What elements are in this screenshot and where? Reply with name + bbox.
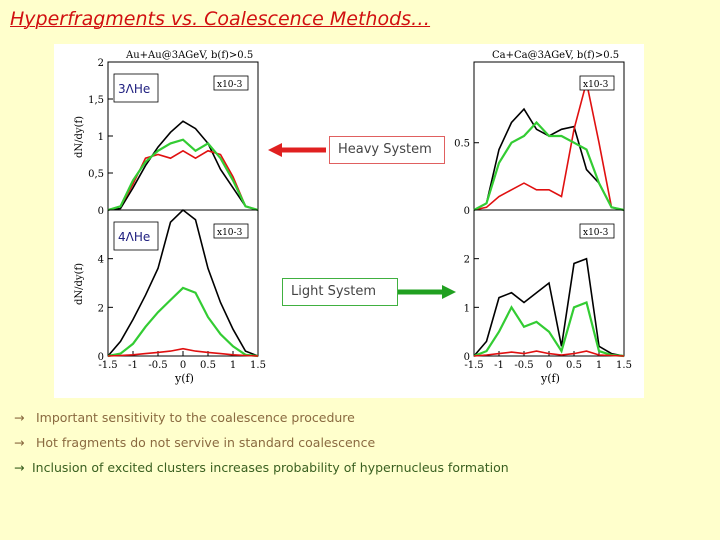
series-line-black [107,120,259,211]
slide-title: Hyperfragments vs. Coalescence Methods… [10,8,431,30]
series-line-red [473,350,625,357]
x-tick-label: 1 [596,360,602,371]
heavy-system-callout: Heavy System [329,136,445,164]
y-tick-label: 1,5 [88,95,104,106]
x-tick-label: 0 [546,360,552,371]
series-line-green [107,286,259,358]
bullet-text: Important sensitivity to the coalescence… [32,410,355,425]
light-system-callout: Light System [282,278,398,306]
series-line-red [107,347,259,357]
species-label: 3ΛHe [118,82,150,96]
y-tick-label: 4 [98,255,104,266]
series-line-green [473,301,625,358]
x-tick-label: 1 [230,360,236,371]
panel-label: Au+Au@3AGeV, b(f)>0.5 [125,50,253,61]
scale-box [213,75,249,91]
x-tick-label: 0 [180,360,186,371]
y-tick-label: 2 [98,58,104,69]
bullet-item: → Hot fragments do not servive in standa… [14,433,704,458]
chart-panel-1: 0 0,5 1 1,5 2 x10-3 3ΛHe Au+Au@3AGeV, b(f)>0.5 d… [74,50,259,217]
y-tick-label: 0 [98,352,104,363]
figure-panel: 0 0,5 1 1,5 2 x10-3 3ΛHe Au+Au@3AGeV, b(f)>0.5 d… [54,44,644,398]
y-tick-label: 2 [98,303,104,314]
y-axis-label: dN/dy(f) [74,263,85,305]
y-tick-label: 0 [464,206,470,217]
y-tick-label: 0 [98,206,104,217]
y-tick-label: 0.5 [454,139,470,150]
scale-label: x10-3 [583,228,609,238]
bullet-item: → Important sensitivity to the coalescen… [14,408,704,433]
arrow-icon: → [14,460,25,475]
y-tick-label: 2 [464,255,470,266]
x-tick-label: 0.5 [200,360,216,371]
arrow-icon: → [14,435,25,450]
x-tick-label: -1 [494,360,504,371]
species-box [113,221,159,251]
scale-label: x10-3 [217,80,243,90]
chart-panel-2: 0 2 4 -1.5 -1 -0.5 0 0.5 1 1.5 x10-3 4ΛHe dN/dy(f) y(… [74,208,266,385]
series-line-red [107,149,259,211]
x-tick-label: -0.5 [148,360,167,371]
x-tick-label: 1.5 [616,360,632,371]
y-tick-label: 0,5 [88,169,104,180]
y-tick-label: 1 [464,303,470,314]
x-axis-label: y(f) [540,372,560,385]
scale-box [579,223,615,239]
species-box [113,73,159,103]
y-tick-label: 1 [98,132,104,143]
panel-label: Ca+Ca@3AGeV, b(f)>0.5 [492,50,619,61]
x-tick-label: 1.5 [250,360,266,371]
scale-label: x10-3 [217,228,243,238]
y-axis-label: dN/dy(f) [74,116,85,158]
series-line-black [107,208,259,357]
chart-panel-4: 0 1 2 -1.5 -1 -0.5 0 0.5 1 1.5 x10-3 y(f) [464,209,632,385]
x-tick-label: -1.5 [98,360,117,371]
bullet-text: Hot fragments do not servive in standard… [32,435,376,450]
chart-grid: 0 0,5 1 1,5 2 x10-3 3ΛHe Au+Au@3AGeV, b(f)>0.5 d… [74,50,632,385]
series-line-black [473,257,625,357]
bullet-list: → Important sensitivity to the coalescen… [14,408,704,483]
scale-label: x10-3 [583,80,609,90]
y-tick-label: 0 [464,352,470,363]
arrow-icon: → [14,410,25,425]
scale-box [579,75,615,91]
chart-panel-3: 0 0.5 x10-3 Ca+Ca@3AGeV, b(f)>0.5 [454,50,625,217]
bullet-text: Inclusion of excited clusters increases … [32,460,509,475]
bullet-item: → Inclusion of excited clusters increases… [14,458,704,483]
x-tick-label: -0.5 [514,360,533,371]
x-tick-label: -1.5 [464,360,483,371]
x-axis-label: y(f) [174,372,194,385]
scale-box [213,223,249,239]
x-tick-label: -1 [128,360,138,371]
x-tick-label: 0.5 [566,360,582,371]
series-line-green [107,138,259,212]
series-line-green [473,120,625,212]
series-line-red [473,81,625,211]
species-label: 4ΛHe [118,230,150,244]
